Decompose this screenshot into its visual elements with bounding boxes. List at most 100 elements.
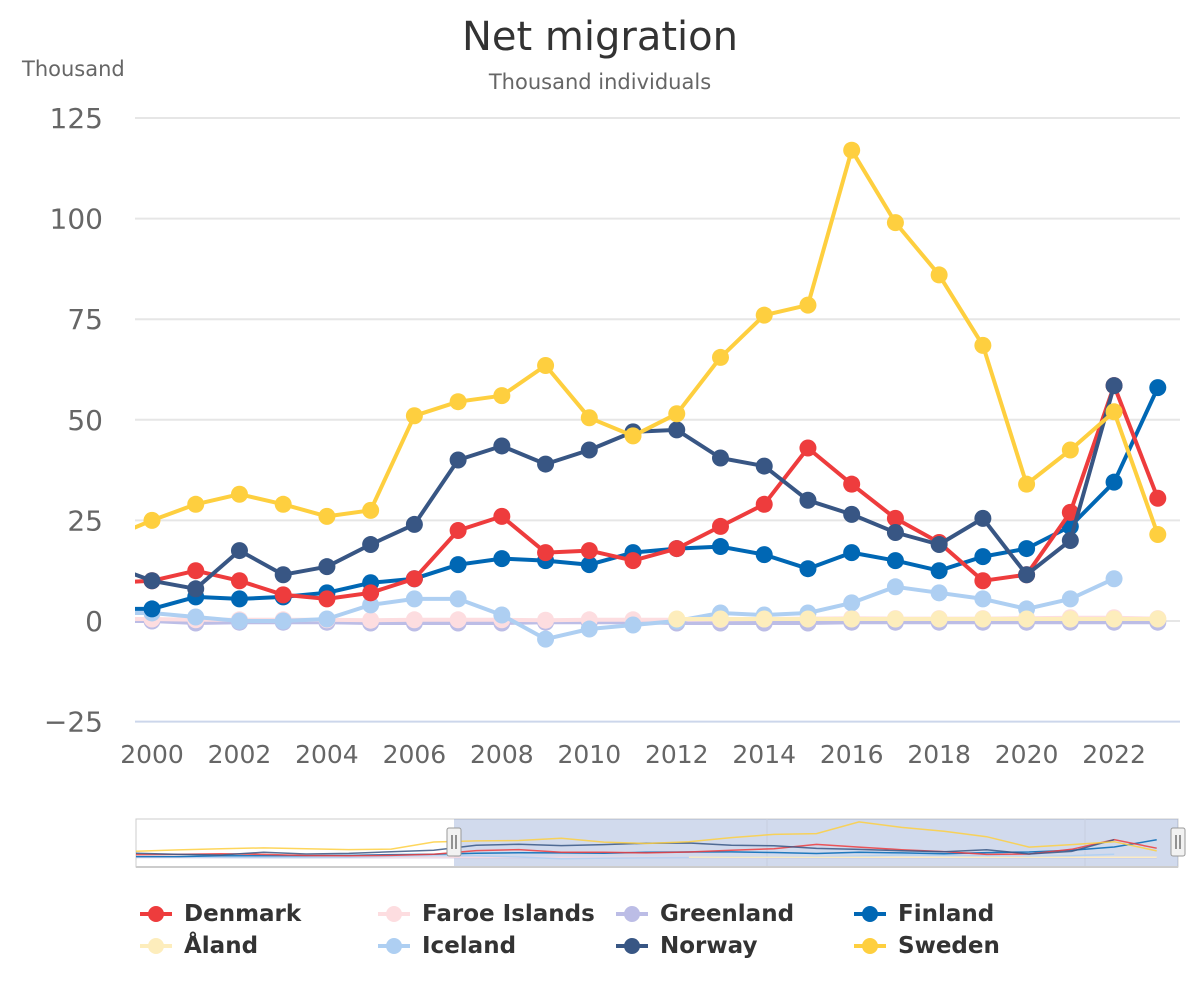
data-point-norway[interactable]	[799, 491, 817, 509]
data-point-iceland[interactable]	[405, 590, 423, 608]
legend-item-faroe-islands[interactable]: Faroe Islands	[378, 900, 616, 928]
data-point-finland[interactable]	[580, 556, 598, 574]
data-point-sweden[interactable]	[493, 387, 511, 405]
data-point-iceland[interactable]	[843, 594, 861, 612]
data-point-faroe-islands[interactable]	[405, 611, 423, 629]
data-point-finland[interactable]	[449, 556, 467, 574]
data-point-norway[interactable]	[1018, 566, 1036, 584]
data-point-faroe-islands[interactable]	[449, 611, 467, 629]
data-point-iceland[interactable]	[1105, 570, 1123, 588]
navigator[interactable]	[135, 818, 1186, 868]
data-point-norway[interactable]	[1105, 377, 1123, 395]
legend-item-sweden[interactable]: Sweden	[854, 932, 1054, 960]
data-point-denmark[interactable]	[187, 562, 205, 580]
data-point-iceland[interactable]	[493, 606, 511, 624]
legend-item-greenland[interactable]: Greenland	[616, 900, 854, 928]
legend-item--land[interactable]: Åland	[140, 932, 378, 960]
data-point-denmark[interactable]	[100, 574, 117, 591]
data-point-norway[interactable]	[930, 536, 948, 554]
data-point-iceland[interactable]	[274, 612, 292, 630]
data-point-finland[interactable]	[930, 562, 948, 580]
data-point--land[interactable]	[711, 610, 729, 628]
data-point-faroe-islands[interactable]	[537, 611, 555, 629]
data-point-sweden[interactable]	[362, 501, 380, 519]
data-point-iceland[interactable]	[187, 608, 205, 626]
navigator-selected-range[interactable]	[454, 819, 1178, 867]
handle-body[interactable]	[446, 827, 462, 857]
data-point-denmark[interactable]	[755, 495, 773, 513]
data-point-finland[interactable]	[886, 552, 904, 570]
data-point-iceland[interactable]	[580, 620, 598, 638]
data-point-norway[interactable]	[580, 441, 598, 459]
data-point-norway[interactable]	[886, 523, 904, 541]
data-point-norway[interactable]	[100, 556, 117, 573]
data-point-denmark[interactable]	[1061, 503, 1079, 521]
data-point-denmark[interactable]	[405, 570, 423, 588]
data-point-sweden[interactable]	[1105, 403, 1123, 421]
data-point-finland[interactable]	[755, 546, 773, 564]
data-point-sweden[interactable]	[449, 393, 467, 411]
data-point-finland[interactable]	[1105, 473, 1123, 491]
data-point-iceland[interactable]	[449, 590, 467, 608]
data-point-sweden[interactable]	[1061, 441, 1079, 459]
data-point-sweden[interactable]	[187, 495, 205, 513]
data-point-norway[interactable]	[187, 580, 205, 598]
data-point-norway[interactable]	[493, 437, 511, 455]
data-point-finland[interactable]	[799, 560, 817, 578]
data-point--land[interactable]	[1061, 610, 1079, 628]
data-point-finland[interactable]	[230, 590, 248, 608]
data-point-denmark[interactable]	[799, 439, 817, 457]
data-point-norway[interactable]	[974, 509, 992, 527]
data-point-norway[interactable]	[449, 451, 467, 469]
data-point-sweden[interactable]	[755, 306, 773, 324]
data-point--land[interactable]	[886, 610, 904, 628]
data-point-denmark[interactable]	[668, 540, 686, 558]
data-point-sweden[interactable]	[1018, 475, 1036, 493]
data-point-norway[interactable]	[668, 421, 686, 439]
plot-area[interactable]	[100, 141, 1167, 648]
legend-item-finland[interactable]: Finland	[854, 900, 1054, 928]
data-point--land[interactable]	[799, 610, 817, 628]
data-point-denmark[interactable]	[886, 509, 904, 527]
data-point-norway[interactable]	[230, 542, 248, 560]
data-point-iceland[interactable]	[886, 578, 904, 596]
data-point--land[interactable]	[755, 610, 773, 628]
data-point-finland[interactable]	[143, 600, 161, 618]
legend-item-denmark[interactable]: Denmark	[140, 900, 378, 928]
data-point-denmark[interactable]	[537, 544, 555, 562]
data-point-norway[interactable]	[362, 536, 380, 554]
data-point-faroe-islands[interactable]	[362, 611, 380, 629]
data-point-norway[interactable]	[143, 572, 161, 590]
series-iceland[interactable]	[100, 570, 1123, 648]
data-point--land[interactable]	[974, 610, 992, 628]
legend-item-iceland[interactable]: Iceland	[378, 932, 616, 960]
series-line-sweden[interactable]	[108, 148, 1160, 538]
data-point-finland[interactable]	[974, 548, 992, 566]
data-point-finland[interactable]	[493, 550, 511, 568]
data-point-norway[interactable]	[755, 457, 773, 475]
data-point-norway[interactable]	[274, 566, 292, 584]
series-sweden[interactable]	[100, 141, 1167, 547]
data-point-denmark[interactable]	[711, 517, 729, 535]
data-point-denmark[interactable]	[230, 572, 248, 590]
data-point--land[interactable]	[1149, 610, 1167, 628]
legend-item-norway[interactable]: Norway	[616, 932, 854, 960]
data-point-norway[interactable]	[843, 505, 861, 523]
data-point--land[interactable]	[1105, 610, 1123, 628]
data-point-sweden[interactable]	[537, 356, 555, 374]
data-point-sweden[interactable]	[711, 348, 729, 366]
data-point-sweden[interactable]	[230, 485, 248, 503]
data-point-sweden[interactable]	[799, 296, 817, 314]
data-point-denmark[interactable]	[318, 590, 336, 608]
data-point-sweden[interactable]	[886, 214, 904, 232]
data-point-sweden[interactable]	[405, 407, 423, 425]
data-point-denmark[interactable]	[449, 521, 467, 539]
data-point--land[interactable]	[668, 610, 686, 628]
data-point-iceland[interactable]	[624, 616, 642, 634]
data-point-denmark[interactable]	[274, 586, 292, 604]
data-point-finland[interactable]	[711, 538, 729, 556]
data-point-denmark[interactable]	[362, 584, 380, 602]
data-point-finland[interactable]	[843, 544, 861, 562]
data-point-sweden[interactable]	[143, 511, 161, 529]
data-point-sweden[interactable]	[974, 336, 992, 354]
